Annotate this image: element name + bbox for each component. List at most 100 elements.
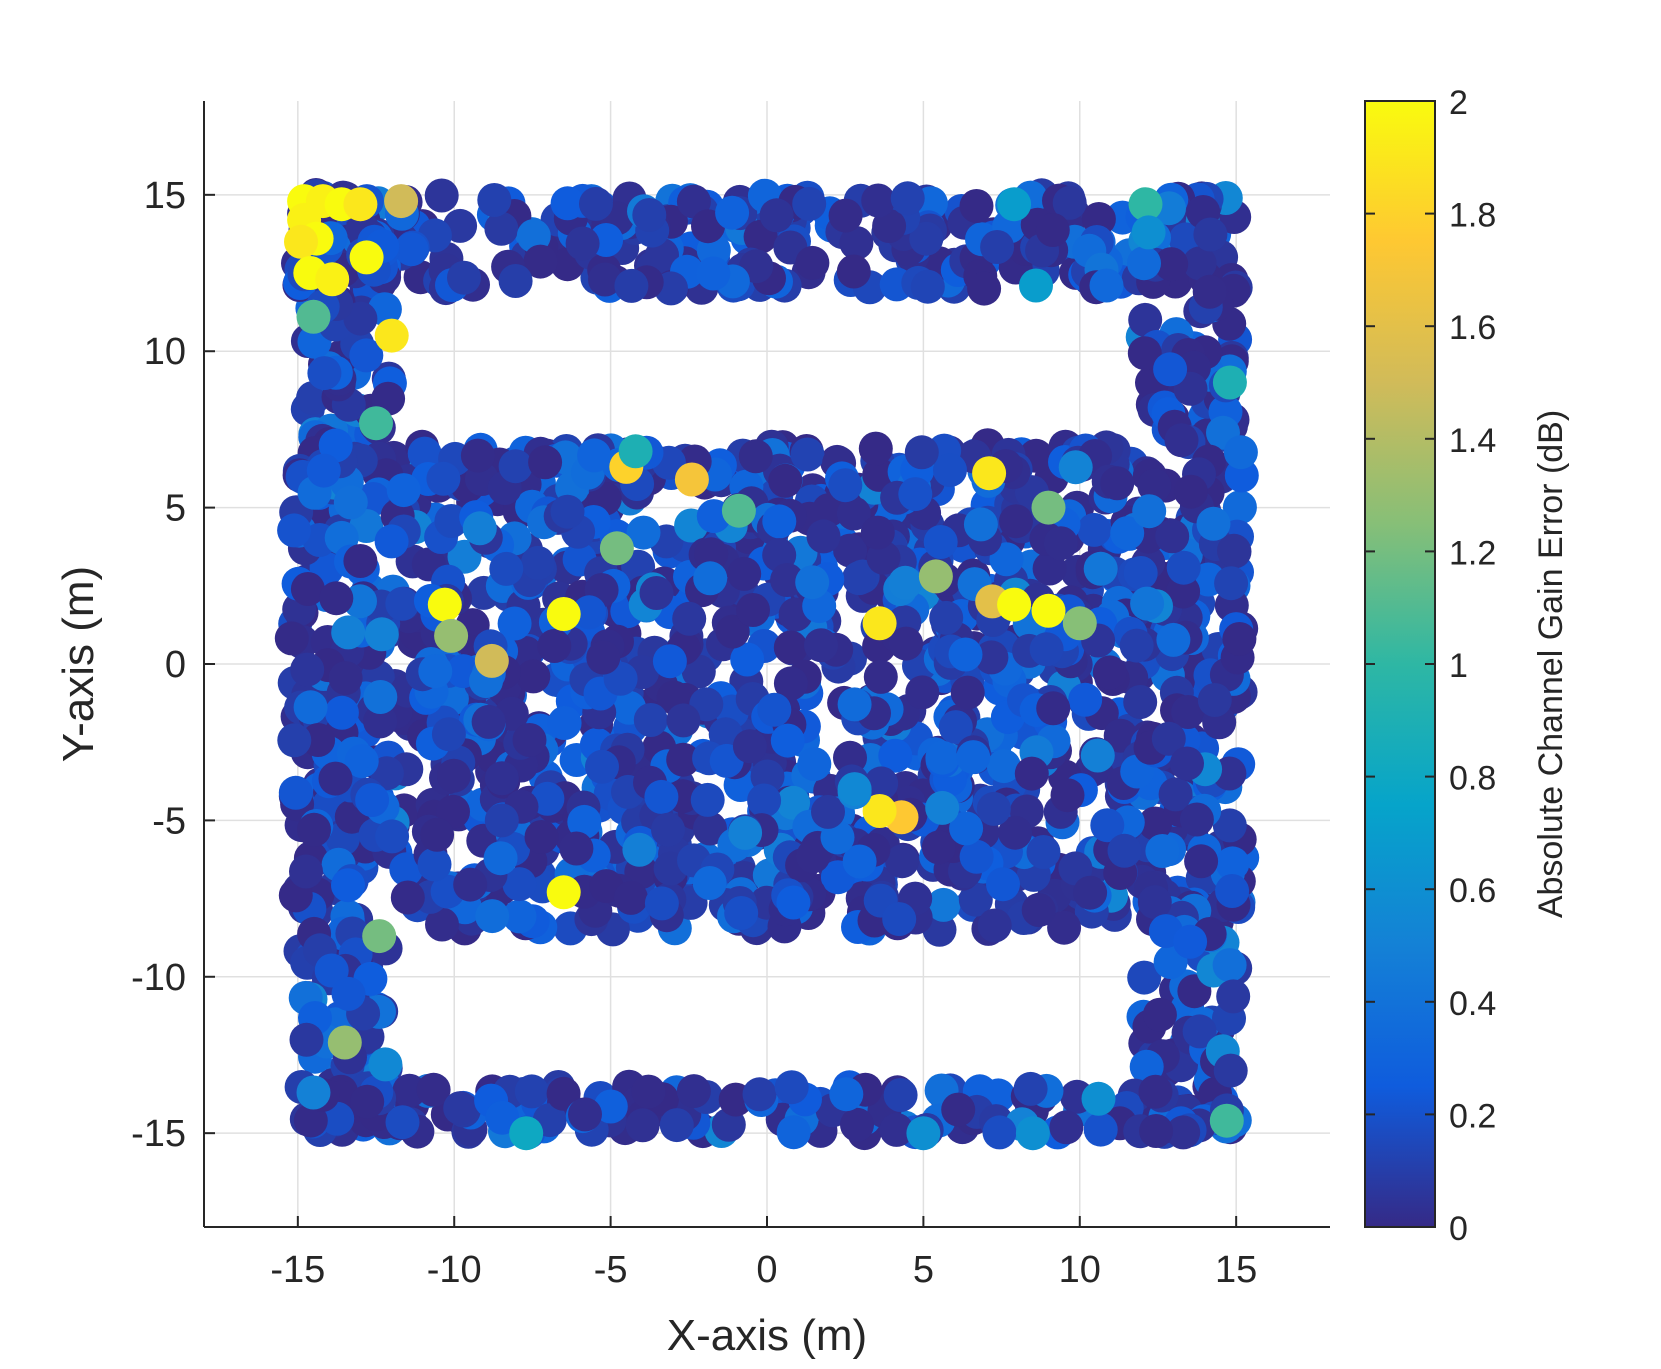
scatter-point: [475, 899, 510, 934]
scatter-point: [588, 262, 622, 297]
scatter-point: [1173, 924, 1208, 959]
scatter-point-high-error: [1031, 490, 1066, 525]
scatter-point: [651, 812, 685, 847]
colorbar: 0 0.2 0.4 0.6 0.8 1 1.2 1.4 1.6 1.8 2 Absolute Cha…: [1364, 84, 1570, 1248]
scatter-point: [796, 839, 831, 874]
scatter-point: [293, 690, 328, 725]
scatter-point: [577, 438, 612, 473]
scatter-point: [959, 839, 994, 874]
scatter-point: [498, 449, 533, 484]
scatter-point: [976, 791, 1011, 826]
scatter-point: [516, 659, 551, 694]
scatter-point: [1222, 622, 1257, 656]
scatter-point: [736, 593, 770, 627]
scatter-point: [1196, 506, 1231, 541]
scatter-point: [1158, 777, 1193, 812]
y-tick-label: 15: [144, 175, 186, 217]
scatter-point: [950, 675, 985, 710]
scatter-point-high-error: [343, 187, 378, 222]
scatter-point: [559, 831, 594, 866]
colorbar-tick-label: 0.6: [1449, 872, 1496, 910]
scatter-point: [829, 1077, 864, 1112]
scatter-point: [484, 211, 519, 246]
scatter-point: [443, 1091, 478, 1126]
scatter-point: [520, 545, 555, 580]
scatter-point: [1049, 1110, 1084, 1145]
scatter-point: [938, 710, 973, 745]
y-tick-label: 0: [165, 644, 186, 686]
scatter-point: [290, 652, 325, 687]
scatter-point: [774, 1070, 809, 1105]
scatter-point: [447, 260, 481, 295]
scatter-point: [925, 740, 960, 775]
scatter-point: [333, 485, 368, 520]
scatter-point-high-error: [925, 790, 960, 825]
scatter-point: [986, 749, 1021, 784]
scatter-point-high-error: [427, 587, 462, 622]
scatter-point: [948, 637, 983, 672]
scatter-point: [1090, 808, 1125, 843]
scatter-point: [1151, 721, 1186, 756]
scatter-point: [484, 761, 519, 796]
scatter-point: [672, 601, 707, 636]
scatter-point: [502, 899, 537, 934]
scatter-point: [730, 642, 765, 677]
scatter-point: [696, 256, 731, 291]
scatter-point-high-error: [349, 240, 384, 275]
scatter-point: [762, 504, 797, 539]
scatter-point-high-error: [1015, 1116, 1050, 1151]
scatter-point-high-error: [374, 318, 409, 353]
scatter-point: [1217, 533, 1251, 568]
scatter-point: [747, 783, 782, 818]
scatter-point-high-error: [384, 184, 419, 219]
scatter-point-high-error: [997, 587, 1032, 622]
colorbar-tick-label: 2: [1449, 84, 1468, 122]
scatter-point: [878, 738, 913, 773]
scatter-point: [977, 908, 1012, 943]
scatter-point: [759, 198, 794, 233]
scatter-point: [980, 230, 1015, 264]
scatter-point-high-error: [837, 772, 872, 807]
x-axis-label: X-axis (m): [667, 1311, 867, 1360]
scatter-point: [1153, 352, 1188, 387]
scatter-point: [676, 184, 711, 219]
scatter-point: [864, 766, 899, 801]
scatter-point: [319, 581, 354, 616]
scatter-point: [872, 209, 907, 243]
scatter-point-high-error: [1209, 1103, 1244, 1138]
scatter-point: [742, 1077, 777, 1112]
scatter-point: [828, 468, 863, 503]
scatter-point: [622, 832, 657, 867]
scatter-point: [1128, 302, 1163, 337]
scatter-point: [1080, 738, 1115, 773]
scatter-point: [883, 1078, 918, 1112]
scatter-point: [1213, 1053, 1248, 1088]
scatter-point: [568, 1097, 602, 1132]
scatter-point: [833, 533, 868, 568]
scatter-point: [959, 189, 994, 223]
scatter-point-high-error: [1019, 268, 1053, 303]
scatter-point-high-error: [296, 299, 331, 334]
scatter-point: [842, 561, 876, 596]
scatter-point: [301, 723, 336, 757]
scatter-point: [861, 183, 896, 218]
scatter-point: [989, 542, 1024, 577]
scatter-point-high-error: [918, 559, 953, 594]
x-axis-ticks: -15 -10 -5 0 5 10 15: [270, 1216, 1257, 1291]
scatter-point: [1013, 1071, 1048, 1106]
scatter-point-high-error: [546, 875, 581, 910]
scatter-point: [632, 198, 667, 232]
scatter-point: [512, 723, 547, 757]
scatter-point: [420, 817, 455, 852]
scatter-point-high-error: [674, 462, 709, 497]
scatter-point: [639, 576, 674, 610]
scatter-point: [1077, 512, 1112, 547]
scatter-point: [1138, 1074, 1173, 1109]
scatter-point-high-error: [1131, 215, 1166, 250]
scatter-point-high-error: [362, 919, 397, 954]
y-tick-label: -10: [131, 957, 186, 999]
scatter-point: [715, 614, 750, 649]
scatter-point-high-error: [721, 493, 756, 528]
scatter-point: [314, 953, 349, 988]
